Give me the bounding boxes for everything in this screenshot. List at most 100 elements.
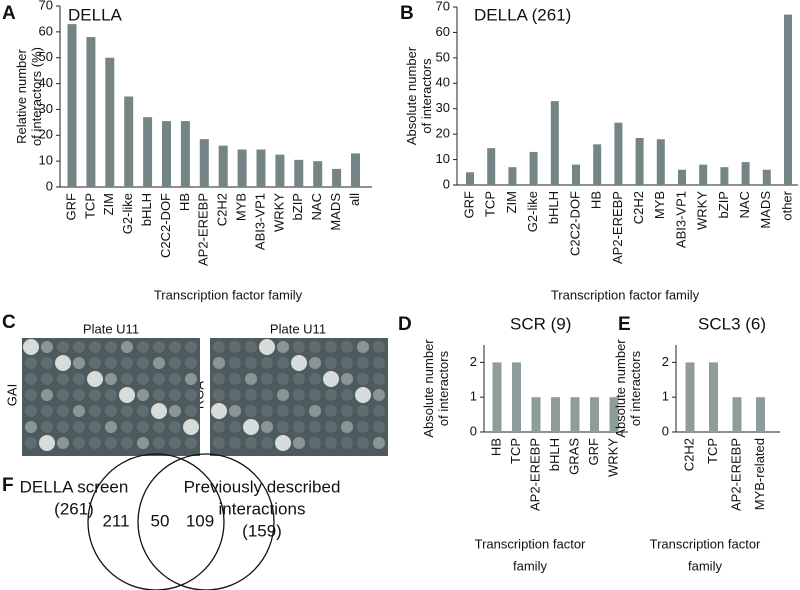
plate-spot	[41, 341, 53, 353]
plate-spot	[357, 405, 369, 417]
bar	[256, 149, 266, 187]
bar	[609, 397, 619, 432]
venn-label: (159)	[242, 521, 282, 540]
plate-spot	[105, 373, 117, 385]
plate-spot	[25, 405, 37, 417]
bar	[492, 362, 502, 432]
x-tick-label: HB	[589, 191, 604, 209]
plate-spot	[245, 389, 257, 401]
x-tick-label: G2-like	[120, 193, 135, 234]
plate-spot	[261, 389, 273, 401]
plate-spot	[137, 437, 149, 449]
y-tick-label: 30	[436, 100, 450, 115]
plate-spot	[261, 373, 273, 385]
plate-spot	[23, 339, 39, 355]
bar	[593, 144, 602, 185]
x-axis-label: Transcription factor family	[154, 287, 303, 302]
plate-spot	[373, 389, 385, 401]
plate-spot	[153, 341, 165, 353]
x-tick-label: MADS	[758, 191, 773, 229]
x-tick-label: bZIP	[290, 193, 305, 220]
x-tick-label: AP2-EREBP	[527, 438, 542, 511]
bar	[162, 121, 171, 187]
plate-spot	[229, 437, 241, 449]
plate-spot	[151, 403, 167, 419]
bar	[143, 117, 153, 187]
y-tick-label: 10	[39, 153, 53, 168]
plate-spot	[169, 437, 181, 449]
plate-spot	[73, 357, 85, 369]
x-tick-label: TCP	[82, 193, 97, 219]
bar	[466, 172, 474, 185]
venn-count: 109	[186, 511, 214, 530]
bar	[199, 139, 209, 187]
bar	[512, 362, 521, 432]
plate-spot	[309, 341, 321, 353]
plate-spot	[261, 437, 273, 449]
plate-spot	[57, 389, 69, 401]
plate-title: Plate U11	[83, 321, 139, 336]
x-tick-label: MYB	[652, 191, 667, 219]
plate-spot	[153, 389, 165, 401]
panel-label: D	[398, 314, 412, 335]
plate-spot	[121, 373, 133, 385]
plate-spot	[309, 437, 321, 449]
y-tick-label: 70	[436, 0, 450, 13]
plate-spots	[23, 339, 385, 451]
plate-spot	[261, 405, 273, 417]
bar	[570, 397, 580, 432]
plate-spot	[229, 389, 241, 401]
plate-spot	[341, 421, 353, 433]
y-axis-label: of interactors	[419, 58, 434, 134]
x-tick-label: MADS	[328, 193, 343, 231]
plate-spot	[73, 437, 85, 449]
plate-spot	[293, 437, 305, 449]
y-tick-label: 2	[662, 354, 669, 369]
plate-spot	[245, 357, 257, 369]
bar	[67, 24, 77, 187]
x-tick-label: bHLH	[547, 438, 562, 471]
bar	[720, 167, 729, 185]
bar	[590, 397, 599, 432]
plate-spot	[57, 373, 69, 385]
x-axis-label: Transcription factor	[475, 536, 586, 551]
x-tick-label: C2H2	[681, 438, 696, 471]
plate-spot	[325, 405, 337, 417]
plate-spot	[309, 421, 321, 433]
x-tick-label: AP2-EREBP	[610, 191, 625, 264]
y-tick-label: 10	[436, 151, 450, 166]
plate-spot	[169, 341, 181, 353]
plate-spot	[121, 341, 133, 353]
x-tick-label: AP2-EREBP	[728, 438, 743, 511]
plate-spot	[57, 405, 69, 417]
plate-spot	[25, 437, 37, 449]
plate-spot	[39, 435, 55, 451]
plate-title: Plate U11	[270, 321, 326, 336]
plate-spot	[309, 357, 321, 369]
plate-spot	[137, 341, 149, 353]
y-tick-label: 60	[39, 23, 53, 38]
plate-spot	[323, 371, 339, 387]
chart-title: DELLA (261)	[474, 5, 571, 24]
y-tick-label: 40	[436, 75, 450, 90]
y-tick-label: 2	[470, 354, 477, 369]
plate-spot	[137, 405, 149, 417]
y-axis-label: Absolute number	[613, 339, 628, 438]
plate-spot	[41, 373, 53, 385]
x-tick-label: other	[779, 190, 794, 220]
x-axis-label: family	[688, 558, 722, 573]
bar	[614, 122, 623, 185]
panel-label: C	[2, 312, 16, 333]
plate-spot	[73, 373, 85, 385]
plate-spot	[293, 373, 305, 385]
plate-spot	[291, 355, 307, 371]
plate-spot	[341, 437, 353, 449]
plate-spot	[277, 357, 289, 369]
panel-label: A	[2, 3, 16, 24]
x-tick-label: G2-like	[525, 191, 540, 232]
bar	[124, 96, 134, 187]
plate-spot	[87, 371, 103, 387]
plate-spot	[183, 419, 199, 435]
bar	[551, 397, 560, 432]
bar	[237, 149, 247, 187]
